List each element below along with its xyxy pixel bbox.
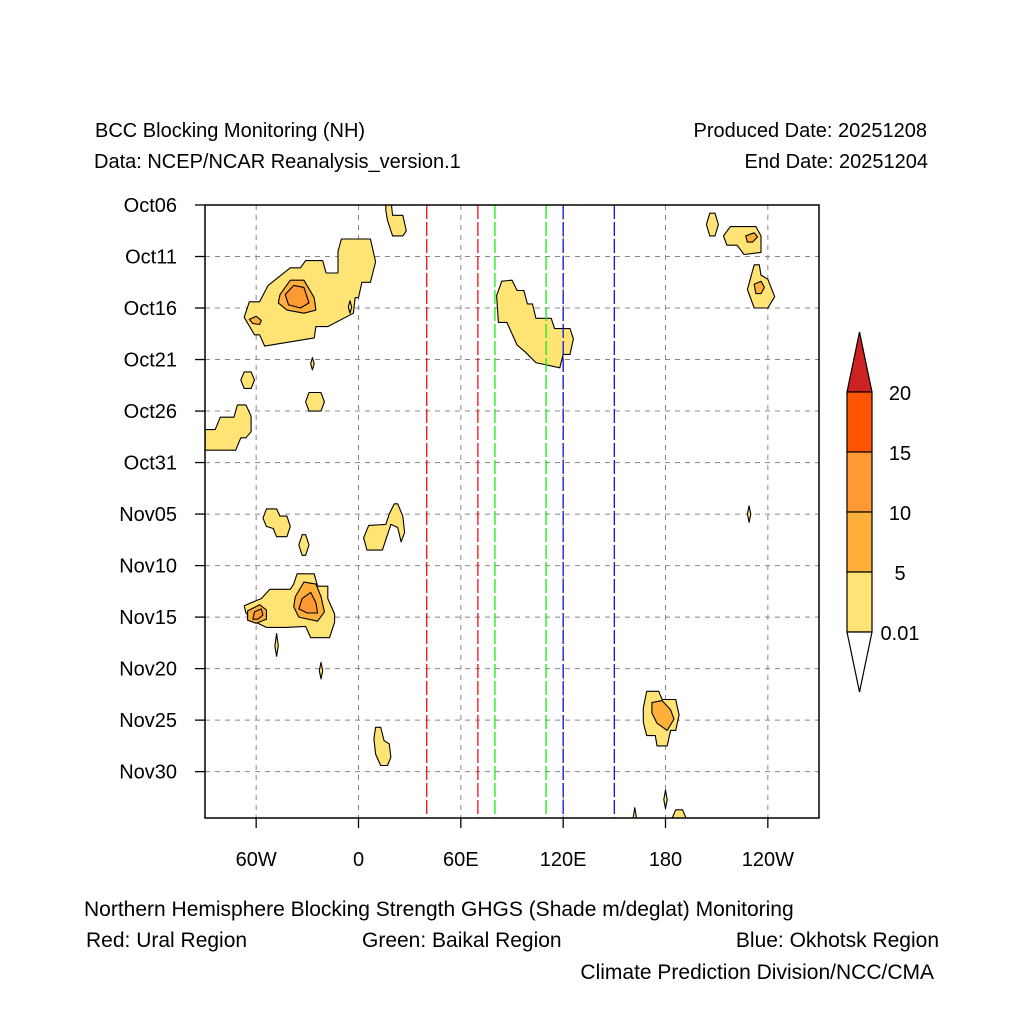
x-tick-label: 0 xyxy=(353,849,364,871)
colorbar-box xyxy=(846,391,873,453)
y-tick-label: Oct21 xyxy=(124,350,177,372)
y-tick-label: Nov30 xyxy=(119,762,177,784)
blocking-contour-e18a xyxy=(651,700,675,731)
chart-subtitle-data-source: Data: NCEP/NCAR Reanalysis_version.1 xyxy=(94,151,461,173)
blocking-contour-e20 xyxy=(663,789,668,810)
colorbar-box xyxy=(846,571,873,633)
y-tick-label: Oct26 xyxy=(124,401,177,423)
colorbar-over-triangle xyxy=(846,331,873,393)
y-tick-label: Oct11 xyxy=(125,247,177,269)
blocking-contour-e16 xyxy=(274,633,279,657)
y-tick-label: Nov20 xyxy=(119,659,177,681)
x-axis: 60W 0 60E 120E 180 120W xyxy=(236,818,794,871)
x-tick-label: 120E xyxy=(540,849,587,871)
y-tick-label: Nov15 xyxy=(119,607,177,629)
blocking-contour-e5 xyxy=(705,212,719,237)
blocking-contour-e11 xyxy=(205,404,252,451)
blocking-contour-e8 xyxy=(310,356,315,371)
x-tick-label: 60W xyxy=(236,849,277,871)
colorbar-under-triangle xyxy=(846,631,873,693)
y-axis: Oct06 Oct11 Oct16 Oct21 Oct26 Oct31 Nov05 Nov10… xyxy=(119,195,205,784)
blocking-contour-e19 xyxy=(373,726,392,767)
y-tick-label: Oct16 xyxy=(124,298,177,320)
colorbar-box xyxy=(846,511,873,573)
blocking-contour-e12 xyxy=(262,508,291,538)
y-tick-label: Nov10 xyxy=(119,556,177,578)
blocking-contour-e6 xyxy=(722,226,762,256)
end-date: End Date: 20251204 xyxy=(744,151,929,173)
blocking-contour-e2c xyxy=(248,315,262,326)
y-tick-label: Oct31 xyxy=(124,453,177,475)
y-tick-label: Oct06 xyxy=(124,195,177,217)
colorbar-label: 15 xyxy=(889,443,911,465)
blocking-contour-e23 xyxy=(746,505,752,523)
legend-green-baikal: Green: Baikal Region xyxy=(362,929,562,952)
blocking-contour-e9 xyxy=(240,371,256,389)
legend-red-ural: Red: Ural Region xyxy=(86,929,248,952)
colorbar-label: 20 xyxy=(889,383,911,405)
footer-description: Northern Hemisphere Blocking Strength GH… xyxy=(84,898,794,921)
y-tick-label: Nov05 xyxy=(119,504,177,526)
blocking-events xyxy=(205,205,776,818)
blocking-contour-e6a xyxy=(745,232,759,243)
produced-date: Produced Date: 20251208 xyxy=(693,120,927,142)
blocking-contour-e2b xyxy=(284,284,310,309)
blocking-contour-e3 xyxy=(347,300,353,314)
colorbar-label: 10 xyxy=(889,503,911,525)
blocking-contour-e4 xyxy=(496,279,574,369)
colorbar-label: 5 xyxy=(894,563,905,585)
blocking-contour-e22 xyxy=(671,809,687,818)
plot-frame xyxy=(204,204,820,819)
blocking-contour-e15b xyxy=(298,591,319,614)
y-tick-label: Nov25 xyxy=(119,710,177,732)
blocking-contour-e21 xyxy=(632,807,638,818)
blocking-contour-e17 xyxy=(318,661,324,680)
colorbar-box xyxy=(846,451,873,513)
chart-title: BCC Blocking Monitoring (NH) xyxy=(95,120,366,142)
region-lines xyxy=(426,205,615,818)
x-tick-label: 180 xyxy=(649,849,682,871)
x-tick-label: 60E xyxy=(443,849,479,871)
x-tick-label: 120W xyxy=(742,849,794,871)
colorbar-label: 0.01 xyxy=(881,623,920,645)
blocking-contour-e10 xyxy=(305,391,325,412)
footer-credit: Climate Prediction Division/NCC/CMA xyxy=(580,961,934,984)
blocking-contour-e1 xyxy=(385,205,407,237)
blocking-contour-e14 xyxy=(363,503,406,551)
blocking-contour-e15d xyxy=(252,608,264,620)
colorbar: 20 15 10 5 0.01 xyxy=(846,331,920,693)
blocking-contour-e7a xyxy=(753,280,765,295)
blocking-contour-e13 xyxy=(298,534,310,556)
legend-blue-okhotsk: Blue: Okhotsk Region xyxy=(735,929,939,952)
